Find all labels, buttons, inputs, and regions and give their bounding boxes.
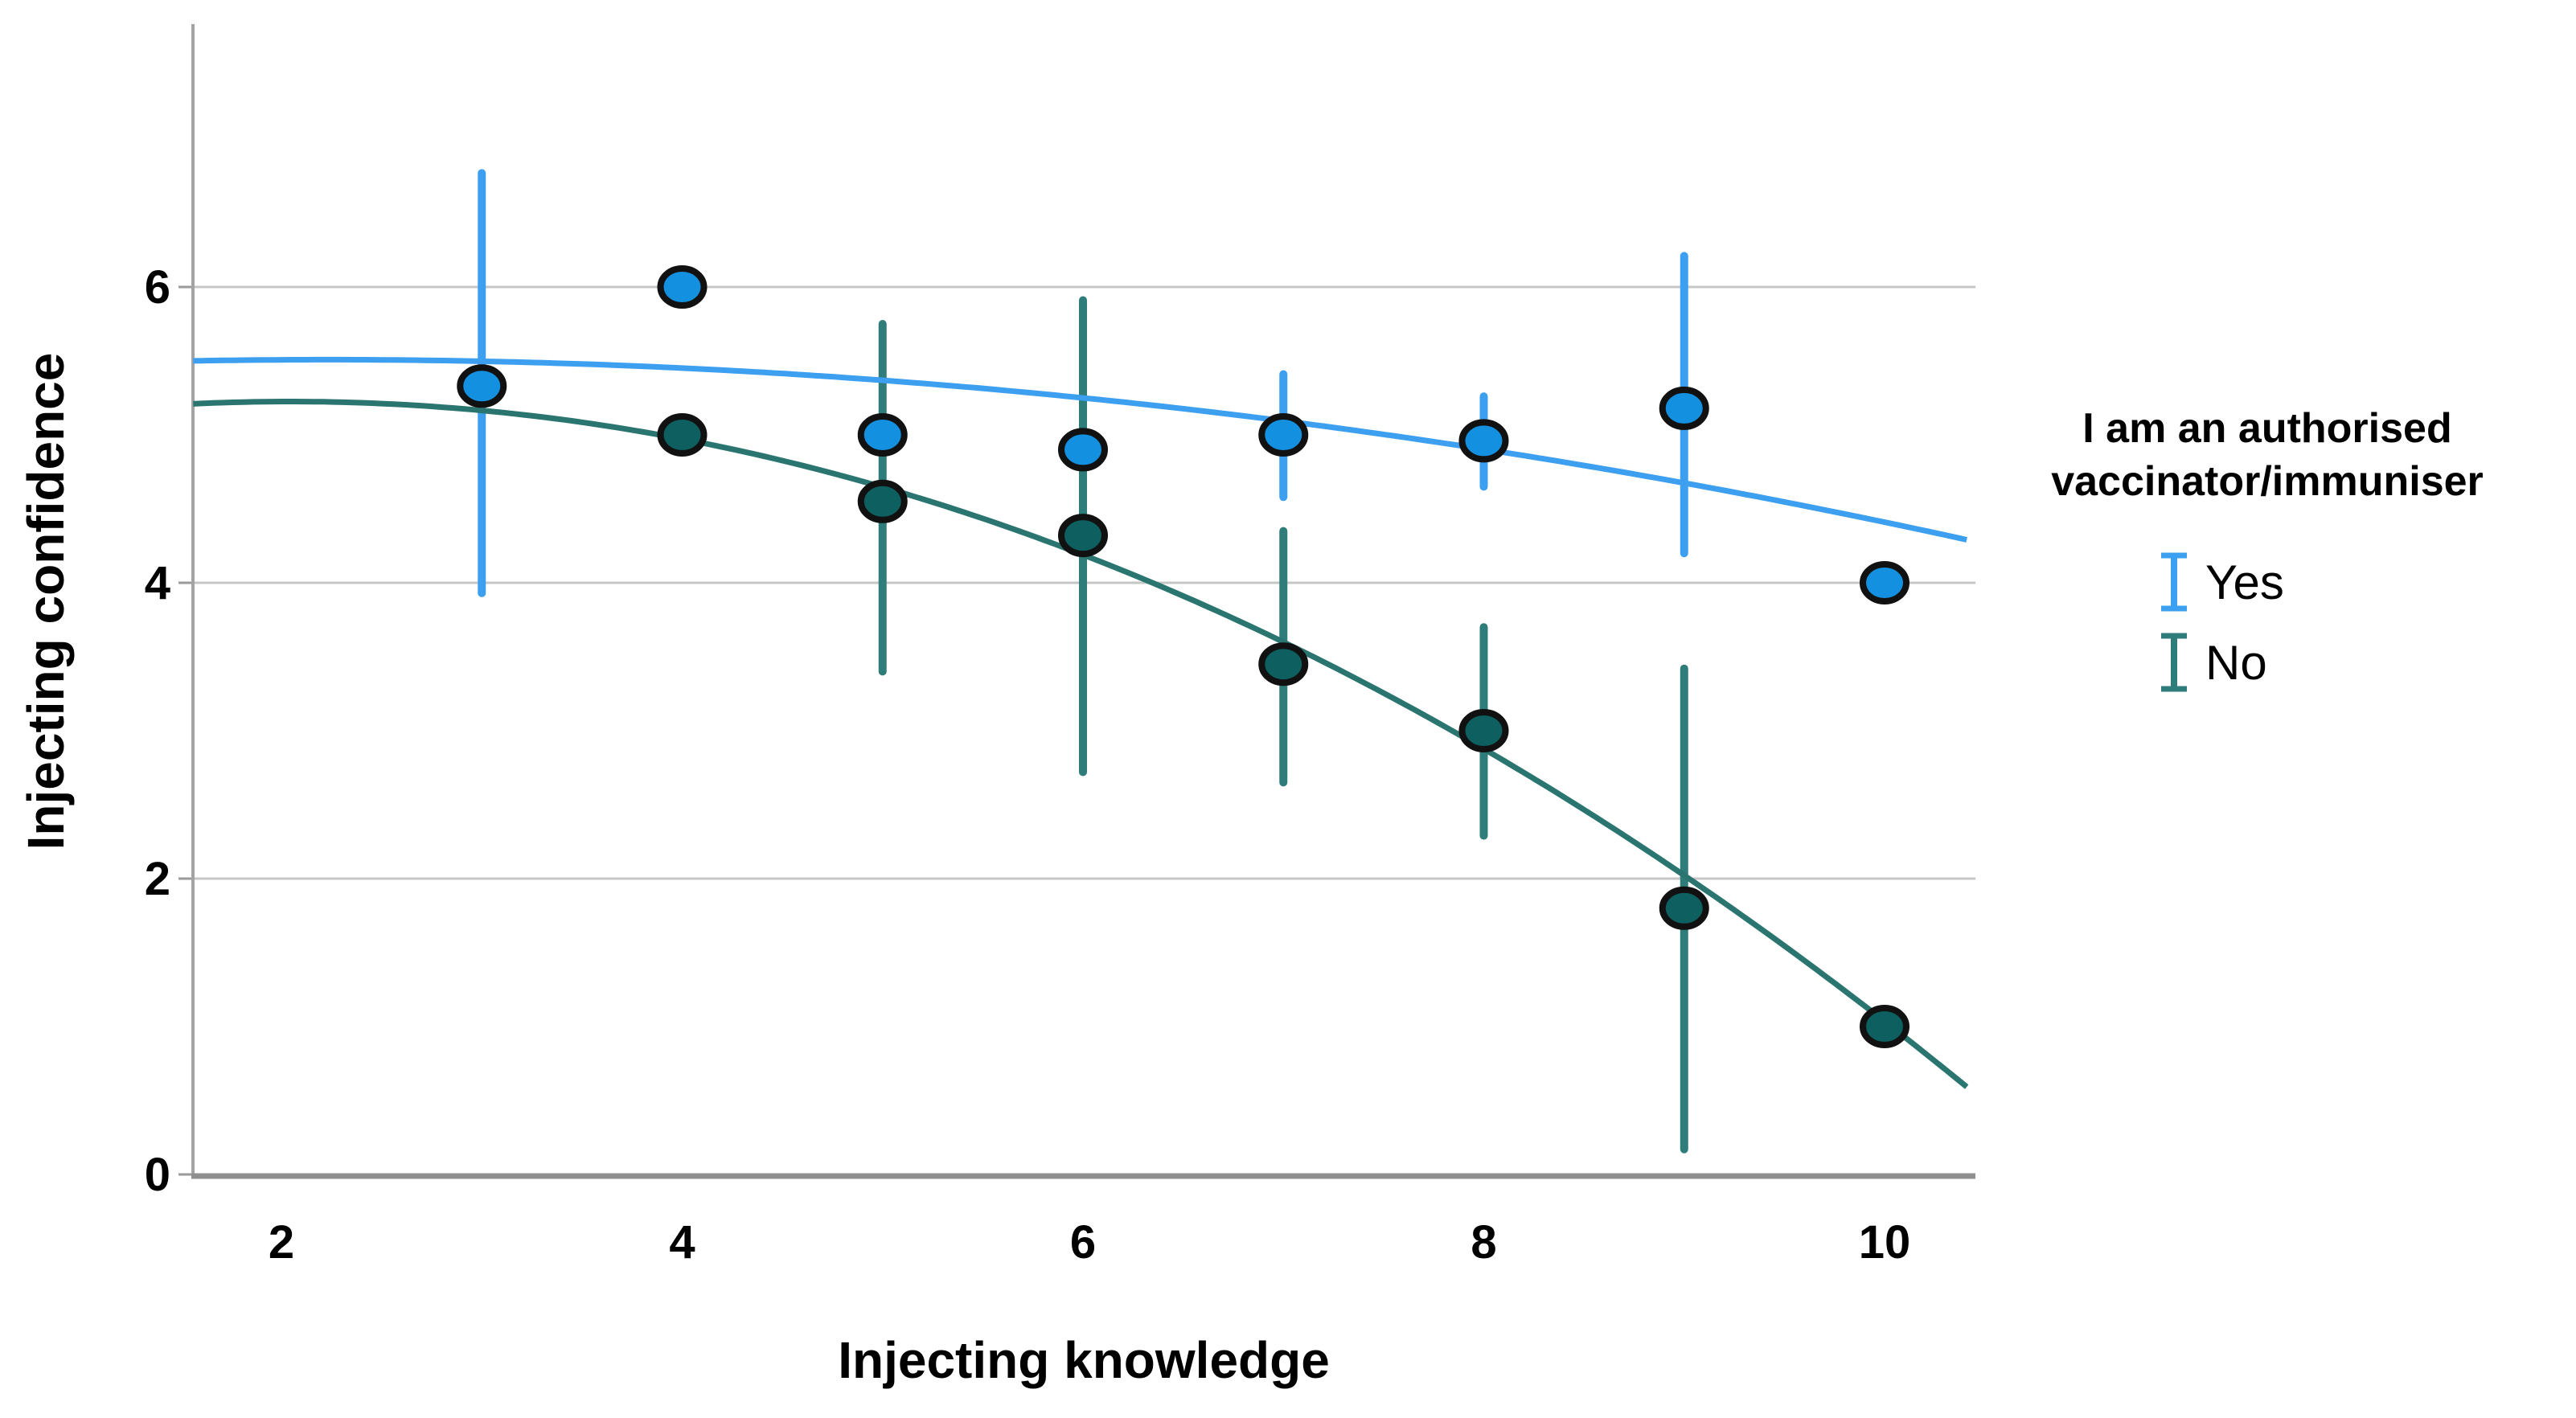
error-bar-icon [2161,633,2187,692]
legend-item-label: Yes [2205,555,2284,609]
x-tick-label: 10 [1859,1216,1911,1268]
y-tick-label: 2 [145,853,170,905]
y-tick-label: 6 [145,261,170,314]
x-tick-label: 2 [269,1216,294,1268]
data-point [1659,386,1709,430]
data-point [1258,413,1309,457]
legend-item-label: No [2205,635,2267,690]
error-bar-icon [2161,552,2187,612]
legend-title-line2: vaccinator/immuniser [2051,458,2484,505]
data-point [857,479,908,523]
data-point [1058,428,1108,472]
x-tick-label: 8 [1471,1216,1496,1268]
data-point [657,265,708,309]
legend-title-line1: I am an authorised [2082,405,2452,452]
x-tick-label: 6 [1070,1216,1096,1268]
y-tick-label: 0 [145,1149,170,1201]
data-point [1458,709,1509,752]
y-tick-label: 4 [145,557,170,609]
x-axis-title: Injecting knowledge [838,1331,1330,1389]
data-point [1659,886,1709,930]
data-point [657,413,708,457]
legend: I am an authorised vaccinator/immuniser … [1986,402,2549,703]
legend-item-list: Yes No [2159,542,2549,703]
legend-item-no: No [2159,622,2549,703]
data-point [1458,419,1509,463]
y-axis-title: Injecting confidence [17,352,75,850]
data-point [1258,642,1309,686]
x-tick-label: 4 [669,1216,695,1268]
data-point [1860,561,1909,604]
data-point [1860,1005,1909,1048]
data-point [457,364,507,408]
data-point [857,413,908,457]
legend-title: I am an authorised vaccinator/immuniser [1986,402,2549,508]
fit-line [193,356,1967,543]
legend-item-yes: Yes [2159,542,2549,622]
data-point [1058,514,1108,558]
